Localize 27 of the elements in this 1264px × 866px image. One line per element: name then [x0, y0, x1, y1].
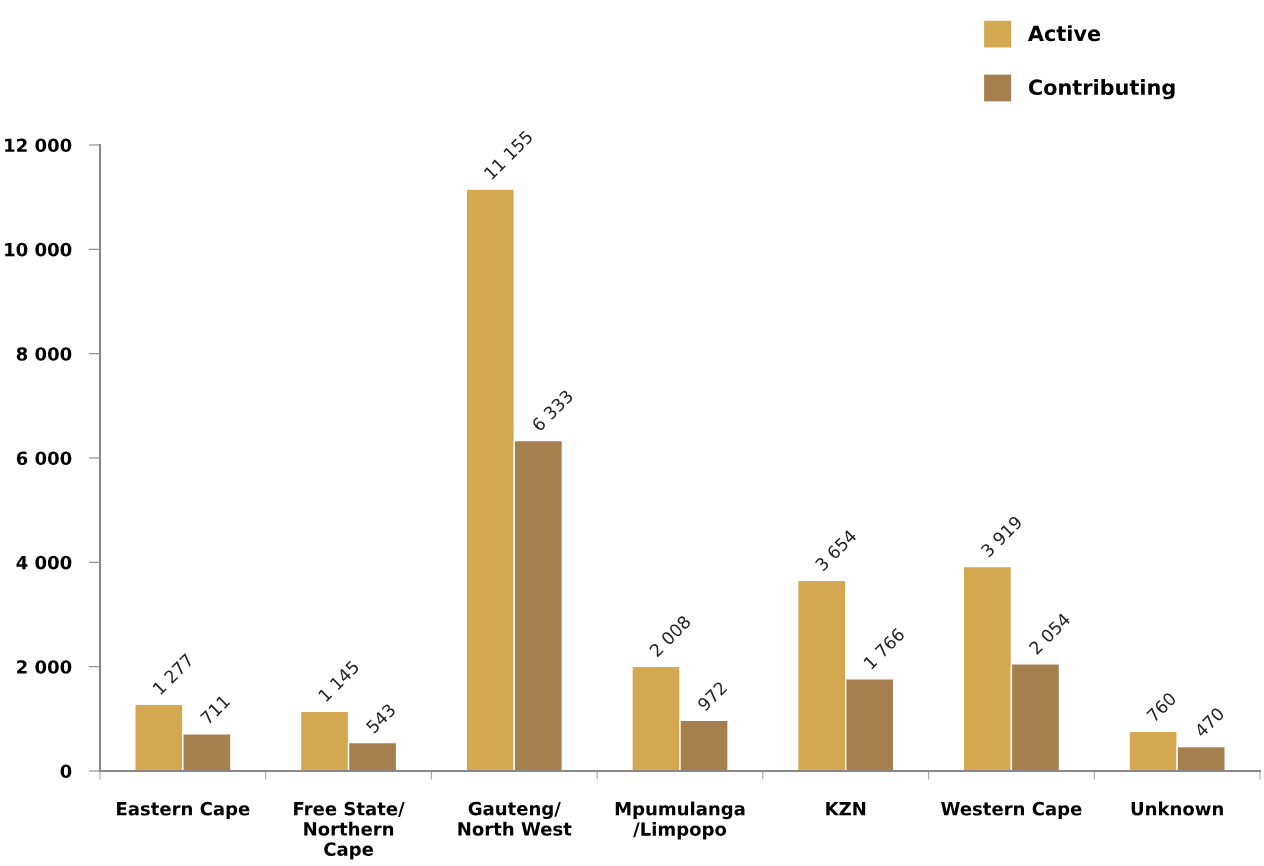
data-label: 1 766	[862, 627, 906, 670]
y-tick-label: 4 000	[16, 555, 72, 570]
data-label: 3 919	[980, 515, 1023, 558]
y-tick-label: 0	[60, 764, 72, 779]
y-tick-label: 2 000	[17, 660, 72, 674]
x-tick-label: Western Cape	[941, 801, 1082, 820]
data-label: 470	[1193, 706, 1225, 738]
data-label: 972	[696, 680, 728, 712]
y-tick-label: 12 000	[5, 138, 72, 153]
x-tick-label: Free State/ Northern Cape	[294, 801, 405, 860]
data-label: 760	[1146, 691, 1177, 723]
legend-label: Active	[1027, 25, 1101, 42]
x-tick-label: Eastern Cape	[117, 801, 250, 820]
data-label: 2 054	[1028, 612, 1072, 656]
data-label: 2 008	[648, 614, 692, 658]
legend-label: Contributing	[1028, 78, 1175, 100]
data-label: 3 654	[814, 528, 858, 572]
x-tick-label: Mpumulanga /Limpopo	[615, 801, 745, 840]
x-tick-label: Gauteng/ North West	[458, 801, 572, 836]
y-tick-label: 8 000	[16, 347, 72, 361]
data-label: 711	[199, 694, 231, 725]
data-label: 1 145	[317, 660, 360, 702]
y-tick-label: 10 000	[5, 242, 72, 257]
data-label: 11 155	[483, 130, 534, 180]
y-tick-label: 6 000	[16, 451, 72, 466]
x-tick-label: KZN	[826, 802, 866, 816]
x-tick-label: Unknown	[1131, 801, 1223, 816]
